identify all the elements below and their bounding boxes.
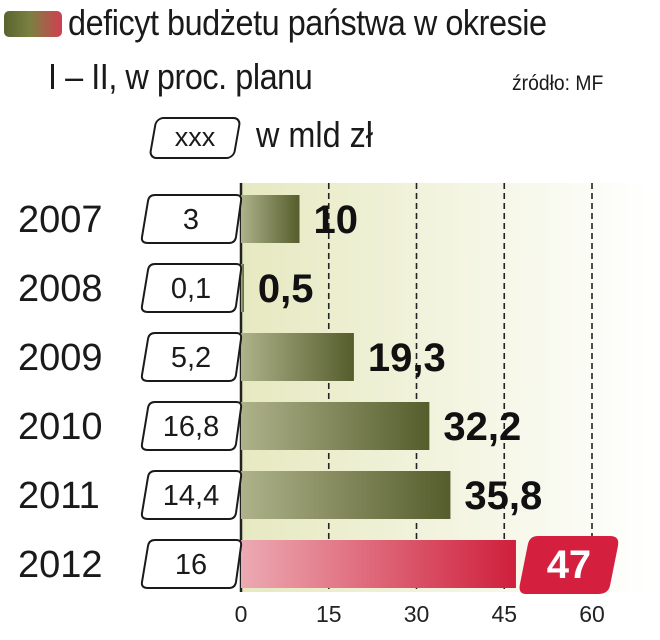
legend-box-label: xxx xyxy=(174,122,216,152)
highlight-value-badge xyxy=(519,536,619,594)
amount-box xyxy=(140,194,243,244)
year-label: 2011 xyxy=(18,475,100,517)
bar-value-label: 10 xyxy=(314,198,359,242)
bar-value-label: 47 xyxy=(547,543,592,587)
source-note: źródło: MF xyxy=(512,72,604,95)
x-tick-label: 60 xyxy=(579,601,605,627)
amount-label: 16 xyxy=(175,549,207,581)
amount-label: 0,1 xyxy=(171,273,211,305)
x-tick-label: 30 xyxy=(404,601,430,627)
bar-2011 xyxy=(241,471,451,519)
x-tick-label: 0 xyxy=(235,601,248,627)
bar-2009 xyxy=(241,333,354,381)
legend-unit-label: w mld zł xyxy=(256,114,374,155)
x-tick-label: 45 xyxy=(491,601,517,627)
plot-background xyxy=(241,183,652,592)
amount-box xyxy=(140,470,243,520)
x-tick-label: 15 xyxy=(316,601,342,627)
bar-2010 xyxy=(241,402,430,450)
amount-label: 14,4 xyxy=(163,480,219,512)
year-label: 2008 xyxy=(18,268,103,310)
year-label: 2007 xyxy=(18,199,103,241)
year-label: 2010 xyxy=(18,406,103,448)
year-label: 2009 xyxy=(18,337,103,379)
bar-value-label: 0,5 xyxy=(258,267,314,311)
bar-2012 xyxy=(241,540,516,588)
amount-box xyxy=(140,401,243,451)
bar-value-label: 32,2 xyxy=(443,405,521,449)
chart-title-line-2: I – II, w proc. planu xyxy=(48,56,313,97)
amount-label: 3 xyxy=(183,204,199,236)
year-label: 2012 xyxy=(18,544,103,586)
bar-2007 xyxy=(241,195,300,243)
amount-label: 5,2 xyxy=(171,342,211,374)
legend-color-swatch xyxy=(4,11,62,37)
amount-box xyxy=(140,263,243,313)
amount-label: 16,8 xyxy=(163,411,219,443)
amount-box xyxy=(140,539,243,589)
chart-title-line-1: deficyt budżetu państwa w okresie xyxy=(68,2,547,43)
amount-box xyxy=(140,332,243,382)
bar-2008 xyxy=(241,264,244,312)
bar-value-label: 19,3 xyxy=(368,336,446,380)
bar-value-label: 35,8 xyxy=(464,474,542,518)
